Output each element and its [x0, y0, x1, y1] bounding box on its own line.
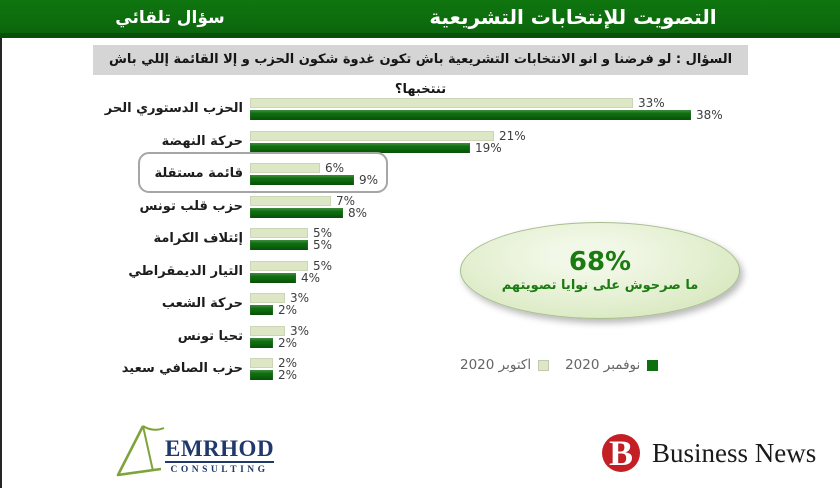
bar-value-november: 4%: [301, 270, 321, 285]
emrhod-logo: EMRHOD CONSULTING: [113, 419, 275, 481]
business-news-monogram-icon: B: [602, 433, 640, 473]
category-label: تحيا تونس: [177, 328, 243, 344]
question-box: السؤال : لو فرضنا و انو الانتخابات التشر…: [93, 45, 748, 97]
business-news-monogram: B: [609, 433, 634, 473]
bar-october: [250, 195, 331, 206]
business-news-name: Business News: [652, 437, 817, 468]
emrhod-name: EMRHOD: [165, 436, 275, 463]
legend-item-october: اكتوبر 2020: [460, 357, 550, 373]
bar-value-october: 33%: [638, 96, 665, 110]
bar-value-october: 2%: [278, 356, 298, 370]
slide-title: التصويت للإنتخابات التشريعية: [429, 5, 717, 29]
bar-value-november: 38%: [696, 108, 723, 122]
callout-text: ما صرحوش على نوايا تصويتهم: [501, 277, 699, 293]
legend-item-november: نوفمبر 2020: [565, 357, 659, 373]
callout-oval: 68% ما صرحوش على نوايا تصويتهم: [460, 222, 740, 319]
category-label: الحزب الدستوري الحر: [104, 101, 243, 116]
bar-value-october: 6%: [325, 161, 345, 175]
bar-value-october: 21%: [499, 128, 526, 143]
legend-label: اكتوبر 2020: [460, 357, 532, 373]
emrhod-triangle-icon: [116, 425, 165, 477]
highlight-box: [138, 152, 388, 193]
category-label: حزب قلب تونس: [139, 198, 243, 214]
legend-marker-icon: [647, 359, 659, 371]
bar-october: [250, 260, 308, 271]
bar-october: [250, 293, 285, 303]
bar-november: [250, 207, 343, 218]
bar-value-november: 19%: [475, 140, 502, 155]
bar-october: [250, 130, 494, 141]
bar-value-october: 5%: [313, 226, 333, 240]
bar-october: [250, 325, 285, 336]
bar-november: [250, 370, 273, 380]
chart-legend: اكتوبر 2020 نوفمبر 2020: [460, 357, 659, 373]
bar-value-november: 5%: [313, 238, 333, 252]
category-label: التيار الديمقراطي: [128, 263, 243, 279]
bar-november: [250, 175, 354, 185]
bar-november: [250, 110, 691, 120]
emrhod-subtitle: CONSULTING: [170, 465, 269, 475]
bar-october: [250, 163, 320, 173]
bar-value-november: 2%: [278, 303, 298, 317]
bar-value-october: 5%: [313, 258, 333, 273]
bar-value-october: 3%: [290, 291, 310, 305]
legend-label: نوفمبر 2020: [565, 357, 641, 373]
header-bar: [0, 0, 840, 33]
bar-november: [250, 142, 470, 153]
category-label: حركة الشعب: [161, 296, 243, 311]
category-label: إئتلاف الكرامة: [153, 231, 243, 246]
category-label: حركة النهضة: [161, 133, 243, 149]
left-edge-line: [0, 0, 2, 488]
bar-value-october: 7%: [336, 193, 356, 208]
callout-value: 68%: [568, 246, 632, 277]
business-news-logo: B Business News: [602, 433, 817, 473]
header-left-label: سؤال تلقائي: [115, 8, 225, 28]
bar-value-november: 2%: [278, 335, 298, 350]
bar-november: [250, 337, 273, 348]
bar-value-october: 3%: [290, 323, 310, 338]
bar-november: [250, 240, 308, 250]
bar-value-november: 9%: [359, 173, 379, 187]
bar-october: [250, 98, 633, 108]
bar-value-november: 2%: [278, 368, 298, 382]
legend-marker-icon: [538, 359, 550, 371]
category-label: حزب الصافي سعيد: [121, 361, 243, 376]
bar-november: [250, 305, 273, 315]
bar-november: [250, 272, 296, 283]
category-label: قائمة مستقلة: [154, 166, 243, 181]
bar-value-november: 8%: [348, 205, 368, 220]
bar-october: [250, 228, 308, 238]
bar-october: [250, 358, 273, 368]
header-underline: [0, 33, 840, 38]
